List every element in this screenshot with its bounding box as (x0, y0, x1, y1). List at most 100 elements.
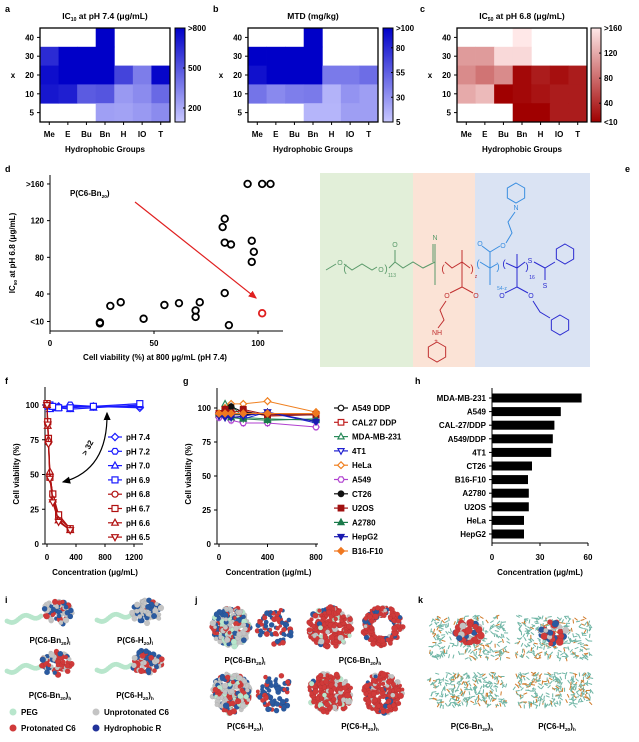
lipid-stroke (550, 702, 553, 707)
lipid-stroke (553, 647, 558, 650)
lipid-stroke (529, 702, 535, 705)
text-part: ) (570, 722, 573, 731)
atom-sphere (242, 678, 248, 685)
lipid-stroke (547, 616, 552, 618)
heatmap-cell (151, 65, 171, 85)
lipid-stroke (570, 627, 573, 632)
lipid-stroke (530, 626, 535, 630)
lipid-stroke (585, 694, 587, 699)
lipid-stroke (451, 686, 456, 691)
lipid-stroke (439, 681, 442, 686)
atom-sphere (337, 701, 343, 707)
x-axis-label: Concentration (μg/mL) (497, 568, 583, 577)
caption-j_h_h: P(C6-H20)h (341, 722, 379, 733)
atom-sphere (230, 708, 238, 715)
lipid-stroke (430, 652, 434, 656)
atom-sphere (134, 608, 140, 614)
lipid-stroke (553, 702, 558, 705)
lipid-stroke (448, 654, 451, 659)
atom-sphere (154, 658, 160, 664)
legend-marker (111, 447, 119, 455)
atom-sphere (555, 638, 564, 646)
data-point (257, 179, 267, 189)
lipid-stroke (483, 676, 488, 680)
legend-marker (337, 504, 345, 512)
caption-j_bn_h: P(C6-Bn20)h (339, 656, 382, 667)
panel-label-j: j (194, 595, 198, 605)
lipid-stroke (553, 673, 556, 678)
atom-sphere (48, 616, 54, 622)
lipid-stroke (477, 698, 480, 703)
heatmap-cell (303, 65, 323, 85)
lipid-stroke (584, 657, 589, 661)
lipid-stroke (534, 618, 539, 620)
legend-marker (110, 517, 120, 526)
lipid-stroke (436, 634, 441, 637)
atom-sphere (62, 617, 70, 624)
lipid-stroke (477, 702, 481, 707)
x-tick-label: H (121, 130, 127, 139)
atom-sphere (223, 606, 229, 611)
atom-sphere (363, 682, 370, 690)
repeat-bracket: ( (441, 264, 445, 275)
text-subscript: 20 (144, 641, 150, 647)
legend-swatch (92, 708, 100, 716)
data-point (226, 240, 236, 249)
atom-sphere (152, 668, 157, 674)
lipid-stroke (583, 629, 587, 634)
lipid-stroke (543, 695, 545, 700)
lipid-stroke (430, 618, 434, 623)
lipid-stroke (433, 680, 438, 684)
lipid-stroke (494, 694, 500, 697)
atom-sphere (278, 624, 283, 628)
lipid-stroke (485, 682, 490, 686)
heatmap-cell (303, 46, 323, 66)
data-marker (45, 475, 55, 484)
x-tick-label: 30 (536, 553, 545, 562)
heatmap-cell (475, 46, 495, 66)
y-axis-label: IC50 at pH 6.8 (μg/mL) (8, 212, 19, 293)
lipid-stroke (572, 633, 575, 638)
lipid-stroke (517, 621, 522, 625)
text-subscript: 50 (13, 280, 19, 286)
lipid-stroke (440, 701, 445, 704)
y-axis-label: x (11, 71, 16, 80)
x-tick-label: Bn (100, 130, 111, 139)
legend-label: pH 7.4 (126, 433, 151, 442)
atom-sphere (229, 700, 236, 707)
x-tick-label: T (366, 130, 371, 139)
lipid-stroke (532, 652, 536, 657)
lipid-stroke (489, 694, 494, 698)
lipid-stroke (578, 688, 582, 692)
lipid-stroke (495, 657, 499, 661)
text-part: IC (479, 11, 488, 21)
y-tick-label: 30 (233, 52, 242, 61)
render-panel-i: P(C6-Bn20)l P(C6-H20)lP(C6-Bn20)h P(C6-H20… (4, 597, 169, 733)
lipid-stroke (431, 630, 435, 635)
atom-sphere (64, 662, 70, 669)
lipid-stroke (580, 691, 585, 695)
lipid-stroke (499, 702, 502, 707)
lipid-stroke (501, 679, 504, 684)
x-tick-label: 800 (309, 553, 323, 562)
lipid-stroke (527, 626, 531, 630)
atom-sphere (278, 672, 285, 679)
lipid-stroke (481, 673, 486, 677)
legend-label: Unprotonated C6 (104, 708, 169, 717)
lipid-stroke (584, 690, 589, 694)
atom-sphere (46, 662, 52, 668)
lipid-stroke (441, 639, 446, 642)
lipid-stroke (548, 677, 553, 681)
bar-chart-h: MDA-MB-231 A549 CAL-27/DDP A549/DDP 4T1 CT26 B… (437, 388, 593, 577)
lipid-stroke (457, 651, 461, 656)
heatmap-cell (512, 28, 532, 48)
atom-sphere (385, 637, 391, 643)
lipid-stroke (431, 681, 435, 687)
y-axis-label: x (219, 71, 224, 80)
atom-sphere (237, 692, 244, 700)
lipid-stroke (473, 651, 475, 656)
text-subscript: l (262, 727, 263, 733)
lipid-stroke (549, 680, 553, 685)
lipid-stroke (444, 682, 448, 687)
